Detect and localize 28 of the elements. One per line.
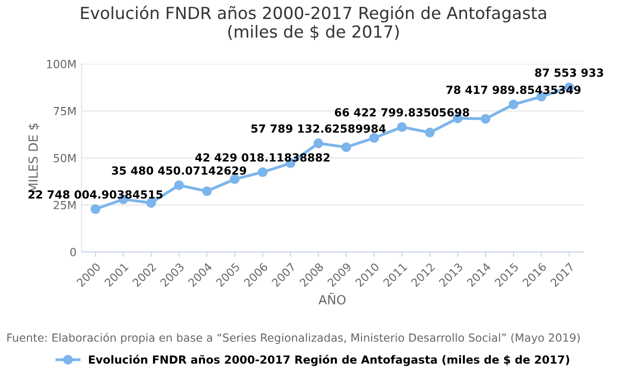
data-label: 78 417 989.85435349: [446, 86, 581, 94]
point: [369, 133, 379, 143]
legend-label: Evolución FNDR años 2000-2017 Región de Antofagasta (miles de $ de 2017): [89, 354, 570, 366]
point: [230, 174, 240, 184]
point: [424, 128, 435, 138]
point: [480, 114, 490, 124]
data-label: 66 422 799.83505698: [334, 108, 470, 117]
point: [508, 100, 518, 110]
point: [258, 167, 268, 178]
data-label: 42 429 018.11838882: [195, 153, 330, 162]
data-label: 35 480 450.07142629: [112, 166, 246, 175]
point: [341, 142, 352, 152]
chart-title: Evolución FNDR años 2000-2017 Región de Antofagasta (miles de $ de 2017): [81, 6, 546, 40]
data-label: 57 789 132.62589984: [251, 124, 386, 133]
source-note: Fuente: Elaboración propia en base a “Series Regionalizadas, Ministerio Desarrollo Social” (Mayo 2019): [7, 332, 580, 344]
x-axis-title: AÑO: [318, 292, 346, 304]
y-tick-label: 25M: [54, 200, 76, 210]
y-tick-label: 100M: [47, 60, 76, 68]
data-label: 87 553 933: [535, 68, 604, 77]
data-label: 22 748 004.90384515: [28, 190, 162, 199]
point: [90, 204, 100, 214]
y-tick-label: 50M: [54, 154, 76, 162]
point: [174, 180, 184, 190]
point: [397, 122, 407, 132]
point: [202, 186, 212, 196]
y-tick-label: 75M: [54, 107, 76, 116]
point: [314, 138, 324, 148]
y-tick-label: 0: [70, 248, 76, 256]
